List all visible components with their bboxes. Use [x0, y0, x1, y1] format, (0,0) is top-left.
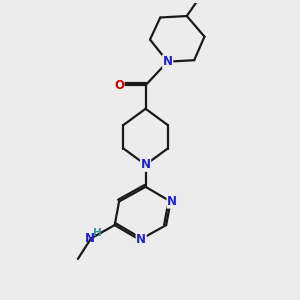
Text: N: N	[136, 233, 146, 246]
Text: N: N	[85, 232, 94, 245]
Text: N: N	[167, 195, 177, 208]
Text: H: H	[93, 228, 102, 238]
Text: N: N	[141, 158, 151, 171]
Text: O: O	[114, 79, 124, 92]
Text: N: N	[163, 55, 173, 68]
